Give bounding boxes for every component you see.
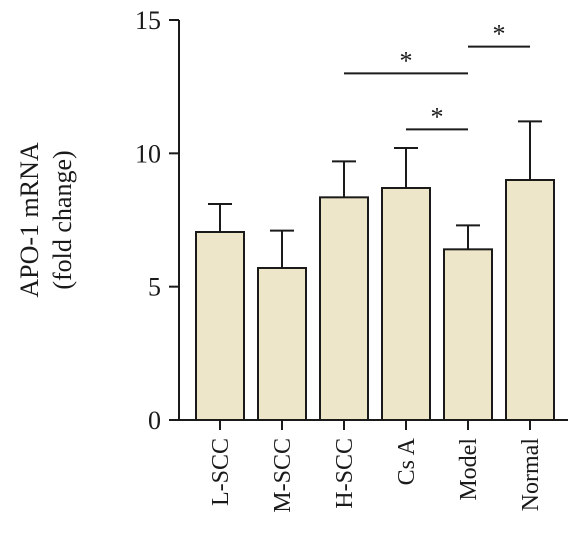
y-tick-label: 15 <box>135 6 161 35</box>
bar <box>443 248 493 421</box>
y-tick-label: 5 <box>148 273 161 302</box>
x-tick-label: H-SCC <box>332 438 358 509</box>
bar <box>505 179 555 421</box>
y-axis-label: APO-1 mRNA (fold change) <box>15 142 77 298</box>
y-axis: 0 5 10 15 <box>135 6 180 435</box>
y-tick-label: 10 <box>135 139 161 168</box>
category-labels: L-SCC M-SCC H-SCC Cs A Model Normal <box>208 437 544 512</box>
x-tick-label: L-SCC <box>208 438 234 506</box>
error-bars <box>208 120 542 268</box>
significance-star: * <box>493 20 506 49</box>
bar <box>195 231 245 421</box>
x-tick-label: Cs A <box>394 437 420 485</box>
bars <box>195 179 555 421</box>
y-axis-label-line-2: (fold change) <box>48 150 77 289</box>
x-axis <box>178 419 568 430</box>
y-axis-label-line-1: APO-1 mRNA <box>15 142 44 298</box>
y-tick-label: 0 <box>148 406 161 435</box>
x-tick-label: M-SCC <box>270 438 296 513</box>
bar <box>381 187 431 421</box>
bar <box>257 267 307 421</box>
x-tick-label: Model <box>456 438 482 501</box>
x-tick-label: Normal <box>518 438 544 512</box>
significance-annotations: * * * <box>344 20 530 131</box>
significance-star: * <box>400 46 413 75</box>
significance-star: * <box>431 102 444 131</box>
bar <box>319 196 369 421</box>
